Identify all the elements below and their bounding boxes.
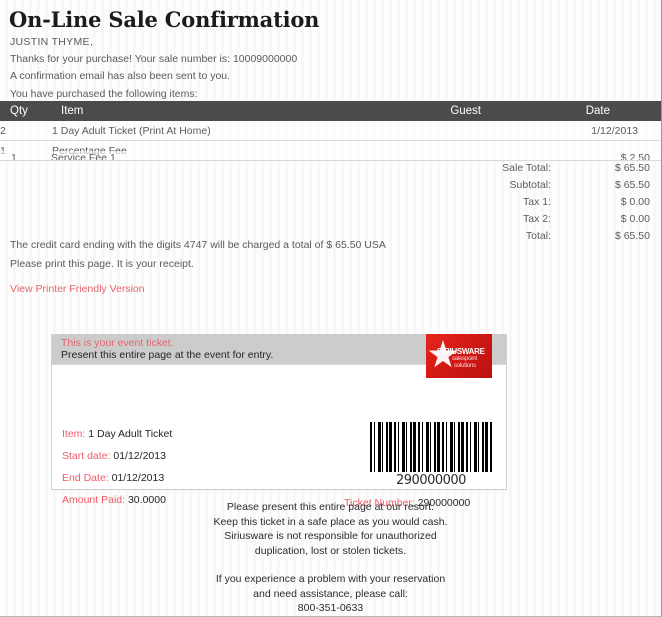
page-title: On-Line Sale Confirmation (9, 7, 320, 32)
cell-qty: 1 (11, 152, 17, 160)
printer-friendly-link[interactable]: View Printer Friendly Version (10, 283, 145, 295)
total-value: $ 0.00 (620, 196, 650, 208)
total-row-subtotal: Subtotal: $ 65.50 (431, 178, 661, 192)
ticket-field-value: 30.0000 (127, 494, 166, 506)
ticket-field-label: Start date: (62, 450, 111, 462)
total-row-tax-2: Tax 2: $ 0.00 (431, 212, 661, 226)
logo-tagline-2: solutions (454, 363, 476, 369)
footer-instructions: Please present this entire page at our r… (0, 500, 661, 616)
table-header-row: Qty Item Guest Date Price (0, 101, 661, 121)
ticket-body: Item: 1 Day Adult Ticket Start date: 01/… (52, 365, 506, 509)
total-row-tax-1: Tax 1: $ 0.00 (431, 195, 661, 209)
ticket-band-subtitle: Present this entire page at the event fo… (61, 349, 274, 361)
ticket-field-value: 01/12/2013 (111, 472, 165, 484)
cell-guest (361, 121, 505, 141)
ticket-field-label: Amount Paid: (62, 494, 126, 506)
ticket-field-label: Item: (62, 428, 86, 440)
barcode-image (370, 422, 492, 472)
items-table-body: 2 1 Day Adult Ticket (Print At Home) 1/1… (0, 121, 661, 161)
cell-price: $ 60.00 (638, 121, 661, 141)
logo-brand-text: SIRIUSWARE (437, 347, 485, 356)
event-ticket: This is your event ticket. Present this … (51, 334, 507, 509)
footer-line: and need assistance, please call: (253, 587, 408, 600)
footer-line: Please present this entire page at our r… (226, 501, 435, 513)
total-value: $ 65.50 (614, 179, 650, 191)
total-value: $ 65.50 (614, 230, 650, 242)
email-confirmation-line: A confirmation email has also been sent … (10, 70, 231, 82)
total-label: Total: (525, 230, 551, 242)
column-header-date: Date (505, 101, 638, 121)
footer-line: duplication, lost or stolen tickets. (254, 544, 407, 557)
total-value: $ 0.00 (620, 213, 650, 225)
ticket-header-band: This is your event ticket. Present this … (52, 334, 506, 378)
ticket-band-title: This is your event ticket. (61, 337, 174, 349)
items-table-head: Qty Item Guest Date Price (0, 101, 661, 121)
column-header-guest: Guest (361, 101, 505, 121)
logo-tagline-1: salespoint (452, 356, 478, 362)
footer-line: Siriusware is not responsible for unauth… (224, 530, 437, 542)
total-value: $ 65.50 (614, 162, 650, 174)
footer-line: Keep this ticket in a safe place as you … (213, 515, 448, 528)
barcode-container: 290000000 (370, 422, 492, 488)
ticket-field-value: 01/12/2013 (113, 450, 166, 462)
ticket-number: Ticket Number: 290000000 (344, 497, 470, 509)
purchased-items-line: You have purchased the following items: (10, 88, 198, 100)
total-label: Tax 2: (522, 213, 551, 225)
total-label: Subtotal: (509, 179, 551, 191)
ticket-field-value: 1 Day Adult Ticket (88, 428, 173, 440)
ticket-field-item: Item: 1 Day Adult Ticket (62, 428, 172, 440)
cell-qty: 2 (0, 121, 52, 141)
table-row-clipped: 1 Service Fee 1 $ 2.50 (0, 151, 661, 160)
ticket-number-value: 290000000 (417, 497, 471, 509)
cell-item: 1 Day Adult Ticket (Print At Home) (52, 121, 361, 141)
ticket-field-amount-paid: Amount Paid: 30.0000 (62, 494, 166, 506)
ticket-field-start-date: Start date: 01/12/2013 (62, 450, 166, 462)
column-header-price: Price (638, 101, 661, 121)
footer-paragraph-2: If you experience a problem with your re… (0, 572, 661, 616)
items-table: Qty Item Guest Date Price 2 1 Day Adult … (0, 101, 661, 161)
total-label: Sale Total: (502, 162, 551, 174)
ticket-field-end-date: End Date: 01/12/2013 (62, 472, 164, 484)
footer-line: If you experience a problem with your re… (215, 573, 446, 585)
footer-paragraph-1: Please present this entire page at our r… (0, 500, 661, 558)
ticket-field-label: End Date: (62, 472, 109, 484)
thanks-line: Thanks for your purchase! Your sale numb… (10, 53, 298, 65)
customer-name: JUSTIN THYME, (10, 36, 94, 48)
column-header-qty: Qty (0, 101, 52, 121)
items-table-container: Qty Item Guest Date Price 2 1 Day Adult … (0, 101, 661, 161)
total-label: Tax 1: (522, 196, 551, 208)
barcode-number: 290000000 (396, 473, 466, 488)
column-header-item: Item (52, 101, 361, 121)
print-receipt-note: Please print this page. It is your recei… (10, 258, 194, 270)
footer-phone-number: 800-351-0633 (297, 602, 364, 614)
cell-date: 1/12/2013 (505, 121, 638, 141)
totals-section: Sale Total: $ 65.50 Subtotal: $ 65.50 Ta… (431, 161, 661, 246)
cell-price: $ 2.50 (620, 152, 650, 160)
total-row-total: Total: $ 65.50 (431, 229, 661, 243)
ticket-number-label: Ticket Number: (344, 497, 415, 509)
cell-item: Service Fee 1 (51, 152, 116, 160)
total-row-sale-total: Sale Total: $ 65.50 (431, 161, 661, 175)
table-row: 2 1 Day Adult Ticket (Print At Home) 1/1… (0, 121, 661, 141)
credit-card-charge-note: The credit card ending with the digits 4… (10, 239, 386, 251)
siriusware-logo: SIRIUSWARE salespoint solutions (426, 334, 492, 378)
